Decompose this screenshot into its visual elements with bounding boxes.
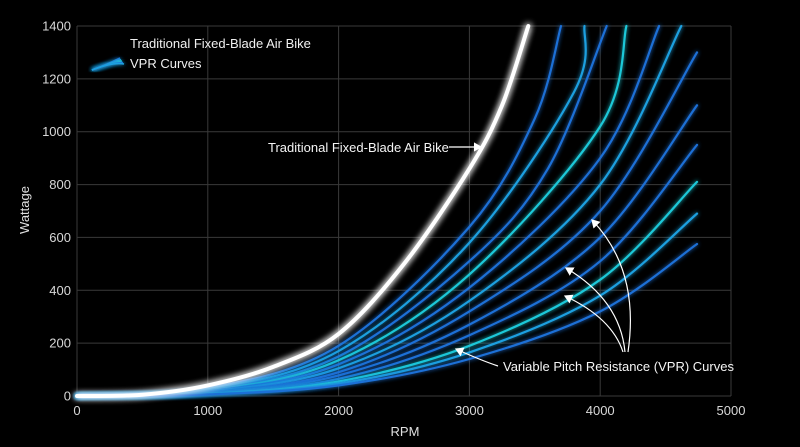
x-tick-label: 3000 (455, 403, 484, 418)
series-layer (75, 24, 699, 398)
y-tick-label: 0 (64, 389, 71, 404)
series-line-vpr-7 (75, 51, 699, 398)
y-tick-label: 1200 (42, 71, 71, 86)
y-tick-label: 800 (49, 177, 71, 192)
y-tick-label: 200 (49, 336, 71, 351)
x-tick-label: 0 (73, 403, 80, 418)
legend-vpr-swatch-line (91, 62, 125, 71)
legend-swatch-vpr (91, 57, 125, 71)
series-line-vpr-12 (75, 242, 699, 398)
y-tick-label: 1400 (42, 19, 71, 34)
annotation-vpr: Variable Pitch Resistance (VPR) Curves (503, 359, 734, 374)
series-line-traditional (75, 24, 531, 398)
legend-label-traditional: Traditional Fixed-Blade Air Bike (130, 36, 311, 51)
annotation-vpr-arrow-2 (563, 294, 624, 353)
x-tick-label: 2000 (324, 403, 353, 418)
y-tick-label: 400 (49, 283, 71, 298)
x-axis-title: RPM (391, 424, 420, 439)
x-tick-label: 5000 (717, 403, 746, 418)
y-tick-label: 600 (49, 230, 71, 245)
annotation-vpr-arrow-3 (564, 267, 626, 353)
annotations: Traditional Fixed-Blade Air Bike Variabl… (268, 140, 734, 374)
series-line-vpr-4 (75, 24, 628, 398)
annotation-vpr-arrow-1 (454, 347, 499, 367)
y-axis-title: Wattage (17, 186, 32, 234)
axis-ticks: 0 1000 2000 3000 4000 5000 0 200 400 600 800 1000 12… (42, 19, 745, 419)
annotation-traditional: Traditional Fixed-Blade Air Bike (268, 140, 449, 155)
y-tick-label: 1000 (42, 124, 71, 139)
x-tick-label: 4000 (586, 403, 615, 418)
annotation-vpr-arrow-4 (591, 219, 631, 353)
legend: Traditional Fixed-Blade Air Bike VPR Cur… (90, 36, 311, 71)
x-tick-label: 1000 (193, 403, 222, 418)
grid (76, 25, 732, 397)
series-line-vpr-1 (75, 24, 563, 398)
legend-label-vpr: VPR Curves (130, 56, 202, 71)
